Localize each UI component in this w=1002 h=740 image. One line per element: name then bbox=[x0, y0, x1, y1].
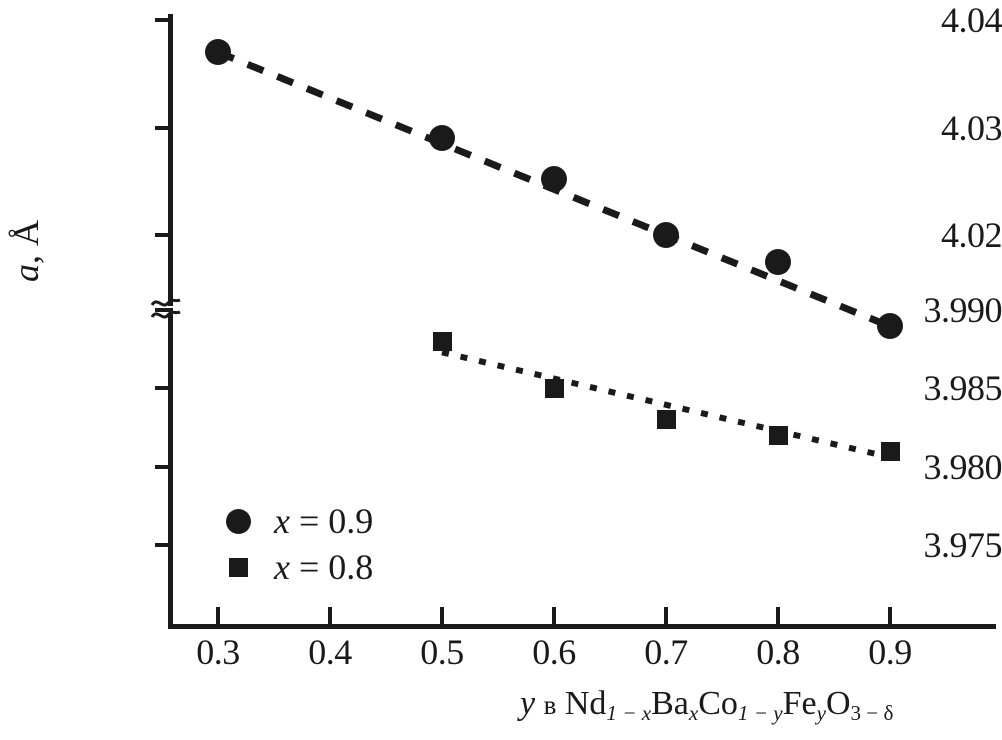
x-tick-0.9 bbox=[888, 607, 892, 625]
legend-variable: x bbox=[274, 547, 290, 587]
x-tick-0.6 bbox=[552, 607, 556, 625]
y-tick-label-3.975: 3.975 bbox=[923, 525, 1002, 565]
formula-ba: Ba bbox=[651, 685, 689, 722]
trend-line-series-2 bbox=[441, 349, 891, 461]
x-axis-line bbox=[168, 624, 996, 629]
y-axis-break-lower-icon bbox=[150, 310, 181, 319]
y-axis-upper-segment bbox=[168, 14, 173, 306]
formula-o-subscript: 3 − δ bbox=[850, 700, 894, 725]
legend-value: = 0.9 bbox=[289, 501, 374, 541]
x-tick-label-0.9: 0.9 bbox=[868, 632, 912, 672]
x-axis-title: y в Nd1 − xBaxCo1 − yFeyO3 − δ bbox=[520, 685, 894, 725]
y-tick-label-4.02: 4.02 bbox=[941, 215, 1002, 255]
x-tick-label-0.6: 0.6 bbox=[532, 632, 576, 672]
y-tick-label-4.04: 4.04 bbox=[941, 0, 1002, 40]
legend-label-1: x = 0.9 bbox=[274, 503, 373, 539]
x-tick-0.7 bbox=[664, 607, 668, 625]
x-axis-variable: y bbox=[520, 685, 536, 722]
square-glyph bbox=[228, 557, 248, 577]
x-tick-label-0.4: 0.4 bbox=[308, 632, 352, 672]
trend-line-series-1 bbox=[216, 49, 892, 330]
circle-glyph bbox=[225, 508, 251, 534]
legend-marker-circle-icon bbox=[218, 508, 258, 534]
y-tick-label-3.980: 3.980 bbox=[923, 446, 1002, 487]
formula-o: O bbox=[825, 685, 851, 722]
formula-fe: Fe bbox=[782, 685, 817, 722]
y-tick-3.975 bbox=[155, 543, 173, 547]
formula-fe-subscript: y bbox=[816, 700, 826, 725]
y-tick-label-4.03: 4.03 bbox=[941, 107, 1002, 148]
y-tick-label-3.985: 3.985 bbox=[923, 368, 1002, 409]
y-tick-3.980 bbox=[155, 464, 173, 469]
legend-marker-square-icon bbox=[218, 557, 258, 577]
formula-ba-subscript: x bbox=[688, 700, 699, 725]
formula-co: Co bbox=[698, 685, 738, 722]
x-tick-0.8 bbox=[776, 607, 780, 625]
x-tick-0.3 bbox=[216, 607, 220, 625]
legend-item-2: x = 0.8 bbox=[218, 544, 373, 590]
legend-variable: x bbox=[274, 501, 290, 541]
legend-label-2: x = 0.8 bbox=[274, 549, 373, 585]
x-tick-label-0.8: 0.8 bbox=[756, 632, 800, 672]
x-tick-label-0.3: 0.3 bbox=[196, 632, 240, 672]
y-tick-3.990 bbox=[155, 308, 173, 312]
y-axis-break-upper-icon bbox=[150, 298, 181, 307]
legend: x = 0.9 x = 0.8 bbox=[218, 498, 373, 590]
x-axis-preposition: в bbox=[543, 690, 557, 720]
legend-item-1: x = 0.9 bbox=[218, 498, 373, 544]
y-tick-4.04 bbox=[155, 18, 173, 22]
legend-value: = 0.8 bbox=[289, 547, 374, 587]
x-tick-0.4 bbox=[328, 607, 332, 625]
formula-co-subscript: 1 − y bbox=[737, 700, 783, 725]
x-tick-label-0.5: 0.5 bbox=[420, 632, 464, 672]
formula-nd: Nd bbox=[564, 685, 607, 722]
y-tick-4.03 bbox=[155, 125, 173, 130]
x-tick-label-0.7: 0.7 bbox=[644, 632, 688, 672]
y-tick-label-3.990: 3.990 bbox=[923, 290, 1002, 330]
x-tick-0.5 bbox=[440, 607, 444, 625]
y-axis-lower-segment bbox=[168, 314, 173, 628]
formula-nd-subscript: 1 − x bbox=[606, 700, 652, 725]
y-tick-3.985 bbox=[155, 386, 173, 391]
y-tick-4.02 bbox=[155, 233, 173, 237]
